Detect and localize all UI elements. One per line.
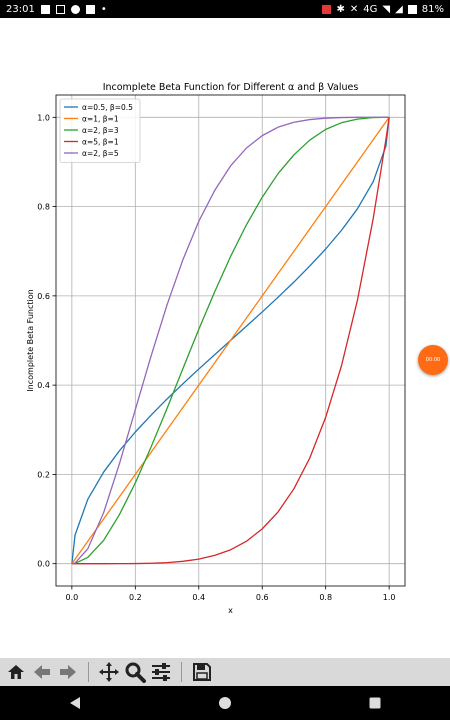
x-tick-label: 0.0	[65, 593, 78, 602]
series-line-5	[71, 116, 390, 565]
y-tick-label: 0.2	[37, 470, 50, 479]
axes-frame	[55, 94, 406, 587]
y-tick-label: 0.4	[37, 381, 50, 390]
y-tick-label: 0.8	[37, 203, 50, 212]
y-tick-label: 0.0	[37, 560, 50, 569]
legend-label: α=0.5, β=0.5	[82, 103, 133, 112]
android-nav-bar	[0, 686, 450, 720]
x-tick-label: 0.2	[129, 593, 142, 602]
youtube-icon	[70, 4, 80, 14]
recents-square-icon[interactable]	[355, 691, 395, 715]
dot-icon: •	[100, 3, 107, 15]
legend-label: α=5, β=1	[82, 138, 119, 147]
nfc-icon	[322, 4, 332, 14]
status-time: 23:01	[6, 3, 35, 15]
legend-box	[59, 98, 141, 163]
battery-percent: 81%	[421, 3, 444, 15]
configure-icon[interactable]	[149, 660, 173, 684]
legend-label: α=2, β=5	[82, 149, 119, 158]
file-icon	[85, 4, 95, 14]
x-axis-label: x	[228, 606, 233, 615]
signal-icon: ◢	[395, 3, 403, 15]
chart-title: Incomplete Beta Function for Different α…	[103, 82, 359, 93]
status-bar: 23:01 • ✱ ✕ 4G ◥ ◢ 81%	[0, 0, 450, 18]
plot-canvas[interactable]: 0.0 0.2 0.4 0.6 0.8 1.0 0.0 0.2 0.4 0.6 0.8 1.0 Inco…	[0, 18, 450, 658]
facebook-icon	[40, 4, 50, 14]
x-tick-label: 0.6	[256, 593, 269, 602]
series-line-2	[71, 116, 390, 565]
back-arrow-icon[interactable]	[30, 660, 54, 684]
mute-icon: ✕	[349, 3, 359, 15]
floating-timer-button[interactable]: 00:00	[418, 345, 448, 375]
y-tick-label: 1.0	[37, 113, 50, 122]
wifi-icon: ◥	[382, 3, 391, 15]
gmail-icon	[55, 4, 65, 14]
legend-label: α=1, β=1	[82, 115, 119, 124]
battery-icon	[407, 4, 417, 14]
home-icon[interactable]	[4, 660, 28, 684]
zoom-icon[interactable]	[123, 660, 147, 684]
network-type: 4G	[363, 3, 378, 15]
line-chart: 0.0 0.2 0.4 0.6 0.8 1.0 0.0 0.2 0.4 0.6 0.8 1.0 Inco…	[26, 82, 406, 615]
series-line-3	[71, 116, 390, 565]
y-axis-label: Incomplete Beta Function	[26, 289, 35, 391]
x-tick-label: 0.4	[192, 593, 205, 602]
y-tick-label: 0.6	[37, 292, 50, 301]
legend-label: α=2, β=3	[82, 126, 119, 135]
series-line-4	[71, 117, 390, 565]
save-icon[interactable]	[190, 660, 214, 684]
fab-label: 00:00	[425, 357, 441, 363]
bluetooth-icon: ✱	[336, 3, 345, 15]
toolbar-divider	[181, 662, 182, 682]
home-circle-icon[interactable]	[205, 691, 245, 715]
x-tick-label: 1.0	[383, 593, 396, 602]
pan-icon[interactable]	[97, 660, 121, 684]
forward-arrow-icon[interactable]	[56, 660, 80, 684]
matplotlib-toolbar	[0, 658, 450, 686]
toolbar-divider	[88, 662, 89, 682]
x-tick-label: 0.8	[319, 593, 332, 602]
back-triangle-icon[interactable]	[55, 691, 95, 715]
